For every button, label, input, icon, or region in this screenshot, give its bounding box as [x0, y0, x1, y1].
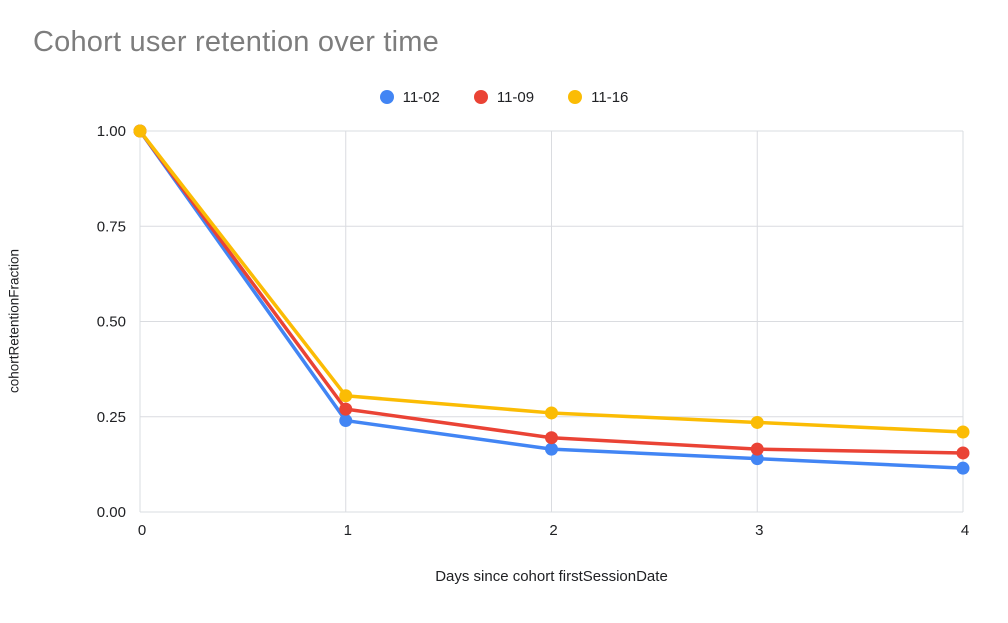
legend-swatch-icon	[379, 90, 394, 104]
data-point-11-16[interactable]	[339, 389, 353, 403]
x-tick-label: 1	[344, 522, 352, 539]
data-point-11-16[interactable]	[956, 425, 970, 439]
legend-item-11-02[interactable]: 11-02	[379, 88, 440, 106]
x-tick-label: 3	[755, 522, 763, 539]
data-point-11-09[interactable]	[956, 446, 970, 460]
data-point-11-02[interactable]	[339, 414, 353, 428]
x-axis-title: Days since cohort firstSessionDate	[435, 568, 668, 585]
legend-label: 11-09	[496, 88, 535, 106]
data-point-11-02[interactable]	[956, 461, 970, 475]
x-tick-label: 4	[961, 522, 969, 539]
y-tick-label: 0.25	[97, 409, 126, 426]
y-tick-label: 0.50	[97, 314, 126, 331]
data-point-11-02[interactable]	[545, 442, 558, 456]
legend-label: 11-16	[591, 88, 629, 106]
legend-label: 11-02	[402, 88, 440, 106]
legend-item-11-16[interactable]: 11-16	[568, 89, 628, 106]
y-tick-label: 0.00	[97, 504, 126, 521]
data-point-11-16[interactable]	[545, 406, 558, 420]
x-tick-label: 2	[549, 522, 557, 539]
data-point-11-16[interactable]	[133, 124, 147, 138]
y-tick-label: 1.00	[97, 123, 126, 140]
data-point-11-09[interactable]	[339, 402, 353, 416]
y-axis-title: cohortRetentionFraction	[6, 248, 22, 394]
data-point-11-16[interactable]	[750, 415, 764, 429]
x-tick-label: 0	[138, 522, 146, 539]
chart-legend: 11-02 11-09 11-16	[0, 86, 1008, 108]
data-point-11-09[interactable]	[545, 431, 558, 445]
data-point-11-02[interactable]	[750, 452, 764, 466]
y-tick-label: 0.75	[97, 218, 126, 235]
data-point-11-09[interactable]	[750, 442, 764, 456]
chart-title: Cohort user retention over time	[33, 26, 439, 58]
legend-swatch-icon	[473, 90, 488, 104]
legend-item-11-09[interactable]: 11-09	[473, 88, 535, 106]
legend-swatch-icon	[568, 90, 583, 104]
